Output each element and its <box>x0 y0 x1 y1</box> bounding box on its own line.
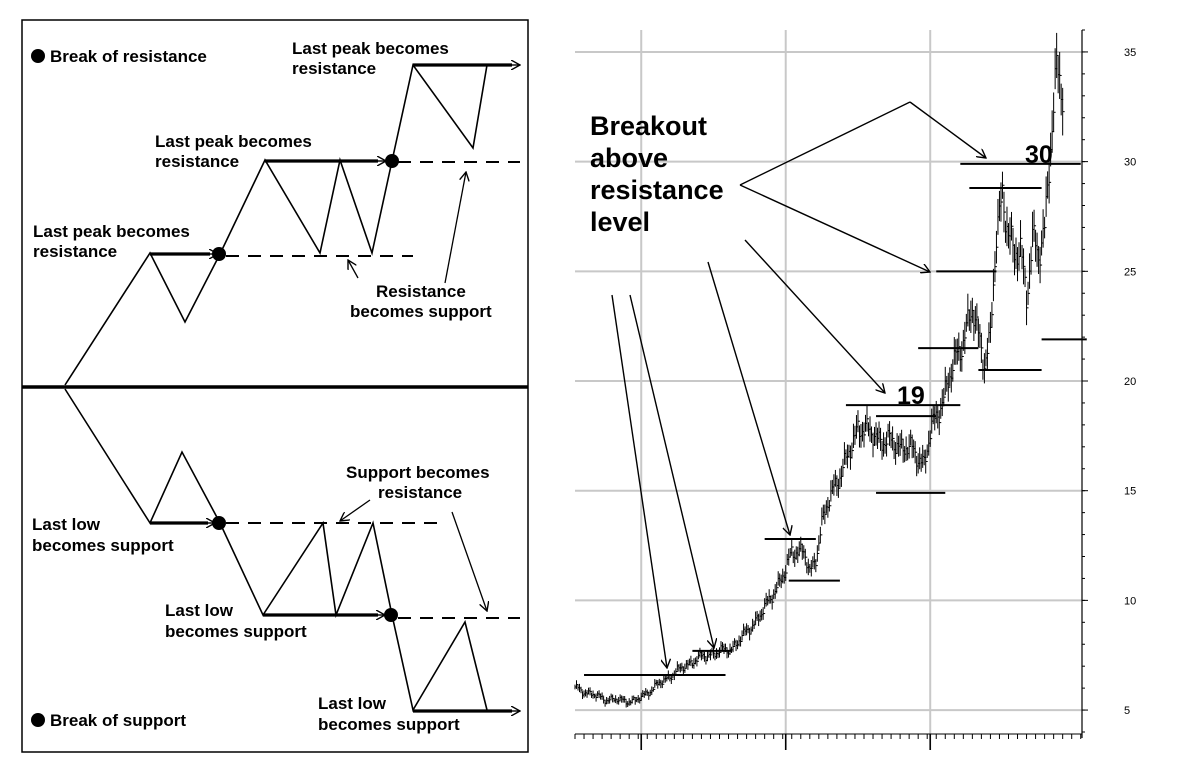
label-last-peak: Last peak becomes resistance <box>155 132 312 171</box>
resistance-levels <box>584 162 1087 676</box>
y-tick-label: 35 <box>1124 47 1136 59</box>
grid <box>575 30 1082 750</box>
arrow-icon <box>707 261 790 535</box>
break-dot-icon <box>384 608 398 622</box>
arrow-icon <box>444 172 466 284</box>
price-chart: 5 10 15 20 25 30 35 Breakout above resistance … <box>574 29 1136 750</box>
label-last-low: Last low becomes support <box>318 694 460 734</box>
y-tick-label: 10 <box>1124 595 1136 607</box>
label-last-low: Last low becomes support <box>32 515 174 555</box>
label-support-becomes-resistance: Support becomes resistance <box>346 463 490 502</box>
break-dot-icon <box>212 516 226 530</box>
y-tick-label: 5 <box>1124 705 1130 717</box>
break-dot-icon <box>31 49 45 63</box>
arrow-icon <box>340 499 371 521</box>
arrow-icon <box>744 239 885 393</box>
x-axis <box>574 733 1082 750</box>
y-tick-label: 25 <box>1124 266 1136 278</box>
arrow-icon <box>629 294 714 648</box>
legend-break-of-support: Break of support <box>50 711 186 730</box>
label-last-peak: Last peak becomes resistance <box>33 222 190 261</box>
arrow-icon <box>909 101 986 158</box>
level-label-19: 19 <box>897 382 925 410</box>
label-resistance-becomes-support: Resistance becomes support <box>350 282 492 321</box>
break-dot-icon <box>385 154 399 168</box>
arrow-icon <box>348 260 359 279</box>
break-dot-icon <box>212 247 226 261</box>
uptrend-price-path <box>64 63 488 386</box>
arrow-icon <box>739 184 930 272</box>
level-label-30: 30 <box>1025 141 1053 169</box>
downtrend-price-path <box>64 388 488 713</box>
break-dot-icon <box>31 713 45 727</box>
arrow-line <box>739 101 911 186</box>
label-last-peak: Last peak becomes resistance <box>292 39 449 78</box>
support-resistance-diagram: Break of resistance Break of support Las… <box>21 19 529 753</box>
y-tick-label: 15 <box>1124 486 1136 498</box>
y-axis: 5 10 15 20 25 30 35 <box>1081 29 1136 738</box>
y-tick-label: 20 <box>1124 376 1136 388</box>
price-bars <box>574 32 1065 708</box>
arrow-icon <box>611 294 667 668</box>
arrow-icon <box>451 511 487 611</box>
legend-break-of-resistance: Break of resistance <box>50 47 207 66</box>
y-tick-label: 30 <box>1124 157 1136 169</box>
label-last-low: Last low becomes support <box>165 601 307 641</box>
breakout-annotation: Breakout above resistance level <box>590 111 731 237</box>
